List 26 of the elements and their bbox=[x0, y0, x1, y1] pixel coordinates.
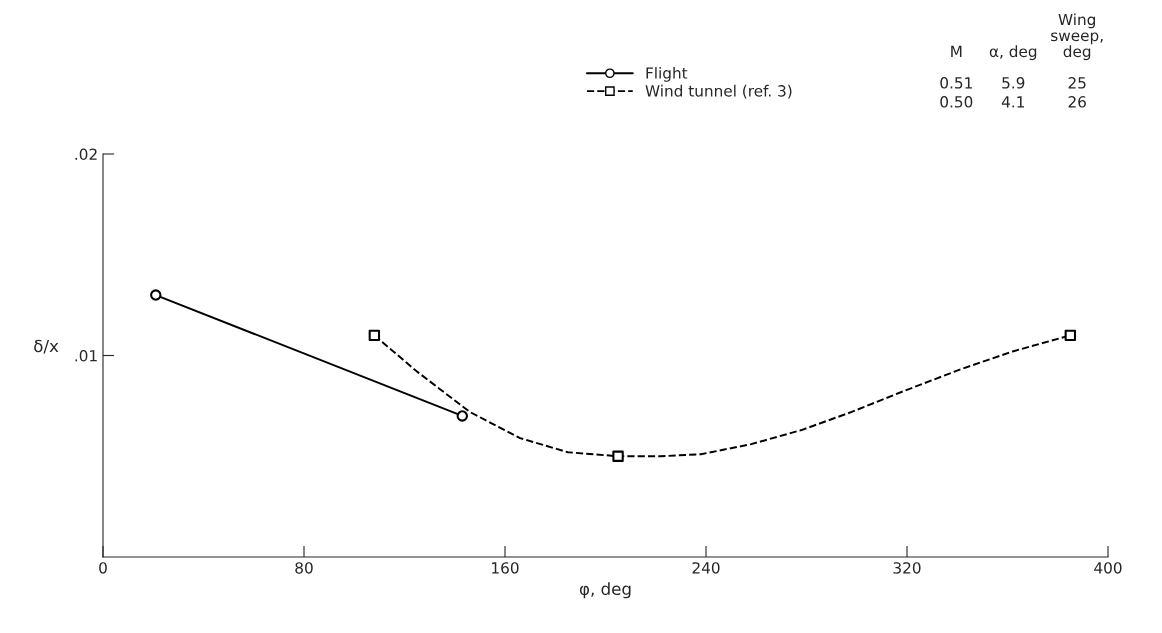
x-tick-label: 0 bbox=[99, 562, 107, 574]
text: 5.9 bbox=[1002, 77, 1025, 89]
text: 0.50 bbox=[940, 96, 973, 108]
point bbox=[1064, 329, 1077, 342]
y-axis-title: δ/x bbox=[34, 339, 59, 354]
x-tick-label: 80 bbox=[295, 562, 313, 574]
text: 25 bbox=[1068, 77, 1086, 89]
x-tick-label: 320 bbox=[893, 562, 921, 574]
x-tick-label: 160 bbox=[492, 562, 519, 574]
y-tick-label: .02 bbox=[75, 148, 97, 161]
x-axis-title: φ, deg bbox=[579, 582, 631, 599]
text: M bbox=[951, 45, 962, 57]
point bbox=[612, 450, 624, 462]
text: 0.51 bbox=[940, 77, 972, 89]
point bbox=[368, 329, 381, 342]
text: Wing sweep, deg bbox=[1051, 13, 1103, 61]
x-tick-label: 400 bbox=[1094, 562, 1122, 574]
point bbox=[456, 410, 468, 422]
point bbox=[150, 289, 162, 301]
text: 26 bbox=[1068, 96, 1086, 108]
y-tick-label: .01 bbox=[75, 349, 97, 362]
legend-label: Wind tunnel (ref. 3) bbox=[645, 84, 792, 99]
legend-label: Flight bbox=[646, 67, 688, 82]
text: α, deg bbox=[989, 45, 1037, 61]
x-tick-label: 240 bbox=[692, 562, 720, 574]
text: 4.1 bbox=[1001, 96, 1024, 108]
